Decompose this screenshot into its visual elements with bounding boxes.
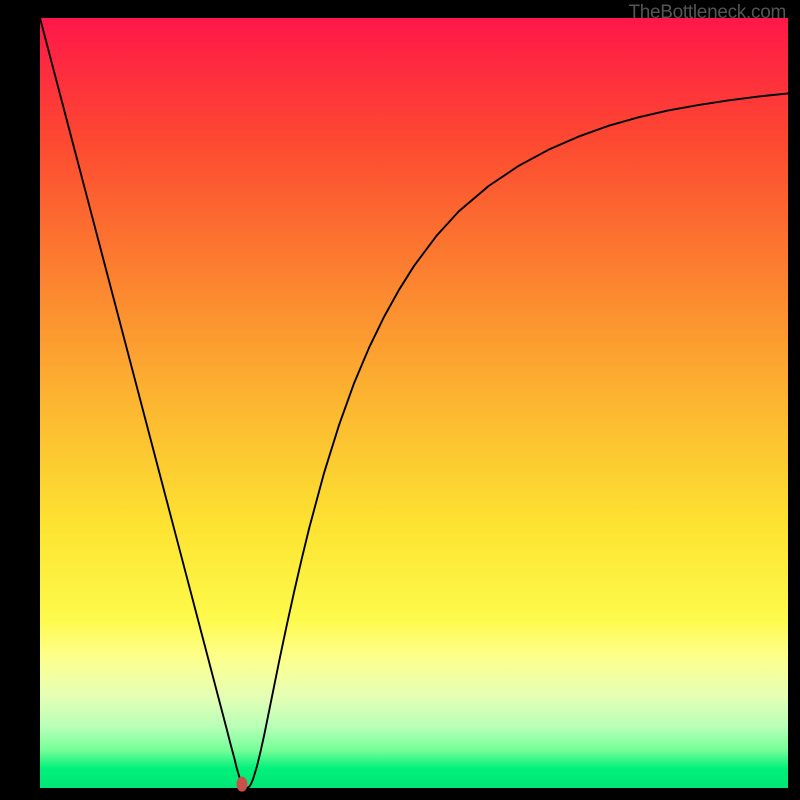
watermark-text: TheBottleneck.com — [628, 2, 786, 24]
chart-svg — [0, 0, 800, 800]
plot-background — [40, 18, 788, 788]
chart-frame: TheBottleneck.com — [0, 0, 800, 800]
minimum-marker — [236, 777, 247, 792]
